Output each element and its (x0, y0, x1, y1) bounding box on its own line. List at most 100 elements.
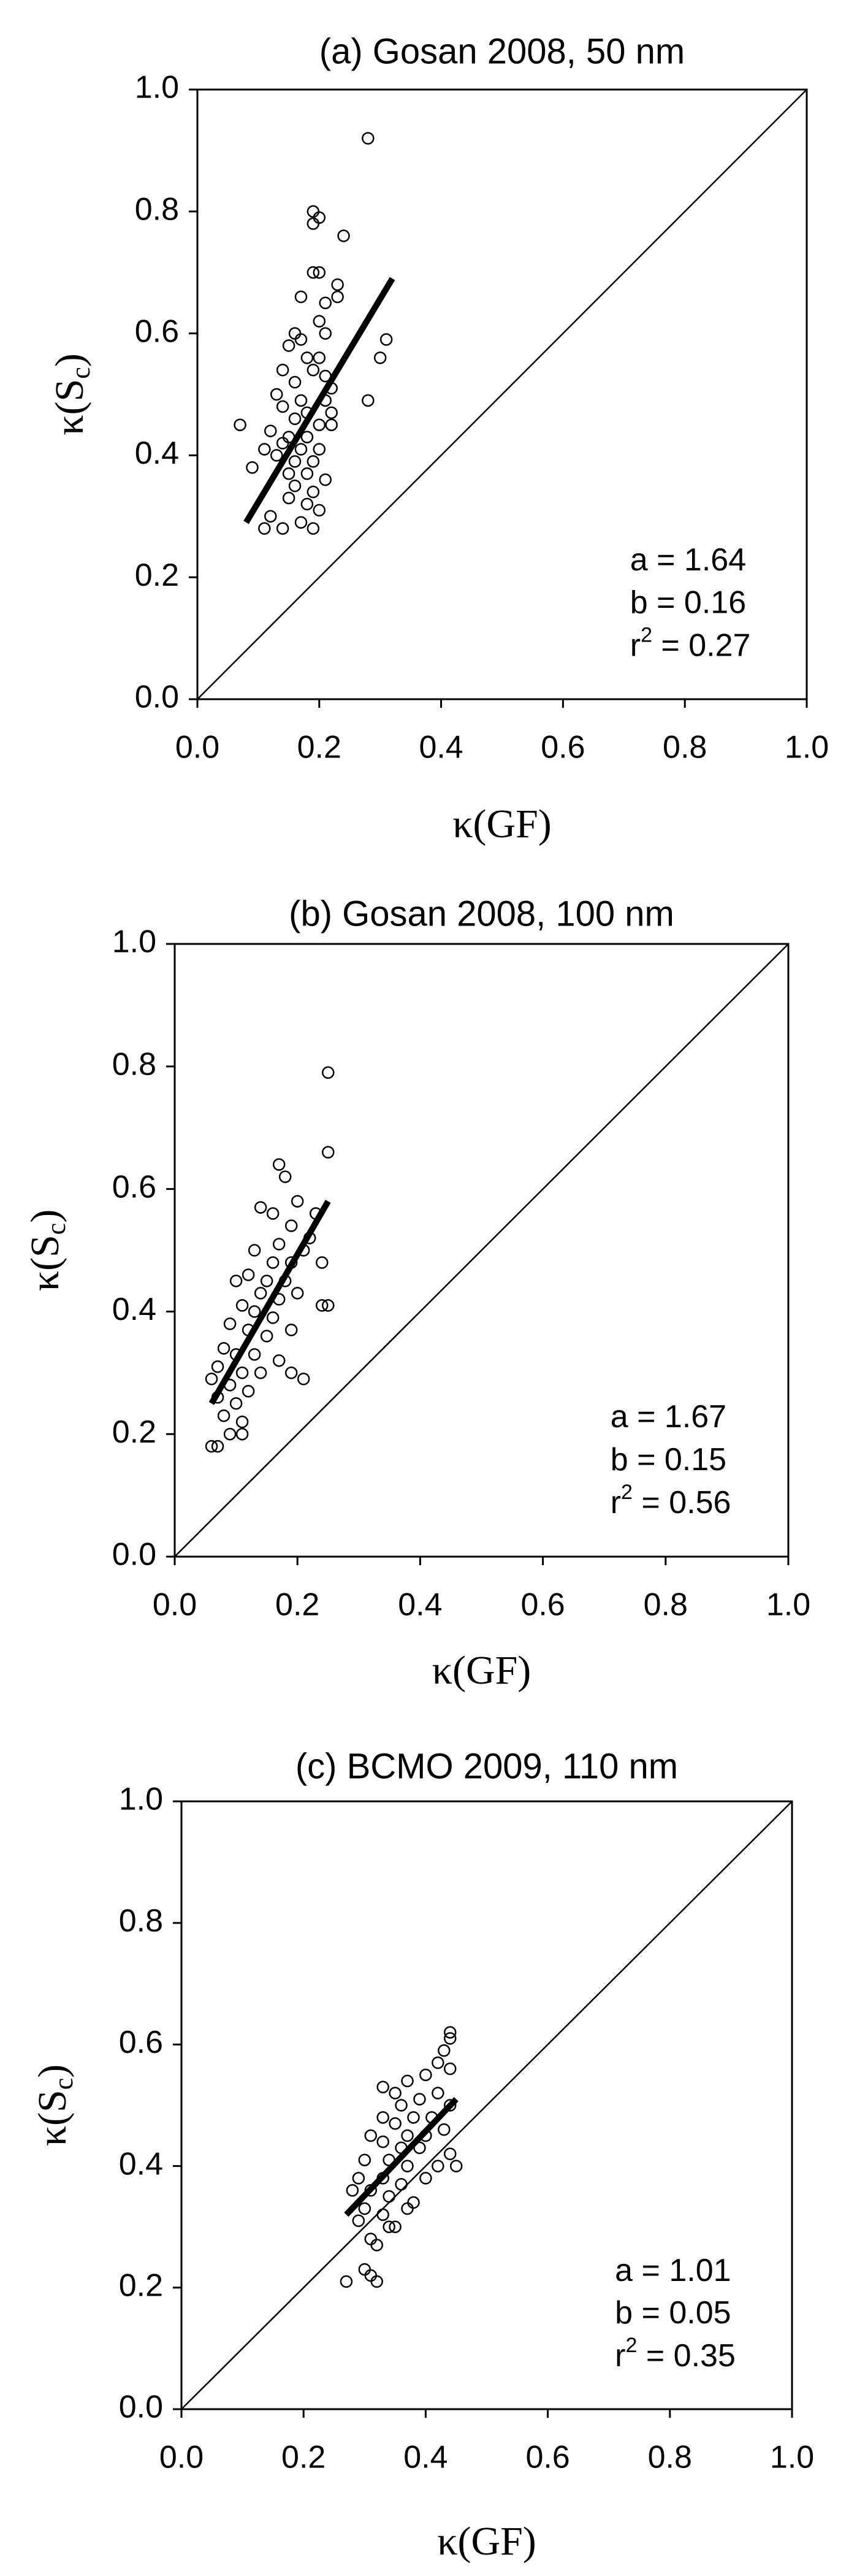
y-axis-label-main: κ(S (47, 379, 92, 435)
y-tick-label: 1.0 (119, 1782, 163, 1817)
scatter-point (407, 2111, 420, 2124)
scatter-point (300, 431, 314, 443)
y-axis-label-sub: c (48, 2078, 78, 2090)
scatter-point (242, 1268, 255, 1281)
x-axis-label: κ(GF) (452, 802, 552, 846)
scatter-point (307, 363, 320, 377)
y-tick-label: 0.8 (135, 192, 179, 228)
scatter-point (248, 1305, 261, 1318)
regression-line (208, 1200, 331, 1405)
scatter-point (413, 2093, 426, 2106)
scatter-point (325, 406, 338, 420)
scatter-point (294, 443, 308, 456)
y-tick-label: 0.0 (135, 680, 179, 715)
y-tick-label: 0.6 (112, 1169, 156, 1205)
scatter-point (300, 467, 314, 480)
scatter-point (229, 1397, 243, 1410)
scatter-point (288, 375, 302, 389)
scatter-point (288, 327, 302, 340)
x-tick-label: 0.2 (297, 730, 341, 765)
y-axis-label-sub: c (66, 367, 96, 379)
scatter-point (284, 1219, 298, 1232)
annotation-r2-base: r (611, 1485, 621, 1520)
scatter-point (340, 2275, 353, 2288)
scatter-point (282, 339, 295, 352)
scatter-point (258, 522, 271, 535)
scatter-point (322, 1146, 335, 1159)
regression-line (243, 277, 395, 524)
scatter-point (358, 2153, 371, 2166)
scatter-point (266, 1256, 280, 1269)
scatter-point (313, 266, 326, 279)
scatter-point (389, 2087, 402, 2099)
scatter-point (276, 363, 289, 377)
scatter-point (362, 394, 375, 407)
scatter-point (217, 1409, 230, 1422)
scatter-point (313, 504, 326, 517)
one-to-one-line (197, 89, 807, 700)
annotation-r2-sup: 2 (641, 623, 652, 646)
scatter-point (307, 485, 320, 499)
scatter-point (315, 1256, 329, 1269)
scatter-point (211, 1360, 224, 1373)
x-tick-label: 0.0 (153, 1587, 197, 1623)
one-to-one-line (181, 1801, 793, 2410)
y-axis-label-sub: c (41, 1223, 71, 1235)
annotation-r2-rest: = 0.56 (633, 1485, 731, 1520)
scatter-point (331, 278, 344, 291)
scatter-point (307, 205, 320, 218)
y-tick-label: 1.0 (135, 70, 179, 105)
scatter-point (254, 1201, 267, 1214)
scatter-point (291, 1287, 304, 1300)
scatter-point (288, 479, 302, 493)
x-tick-label: 0.6 (525, 2440, 569, 2475)
y-tick-label: 0.4 (135, 435, 179, 471)
x-tick-label: 0.2 (281, 2440, 326, 2475)
scatter-point (313, 418, 326, 431)
x-tick-label: 0.2 (275, 1587, 319, 1623)
x-tick-label: 1.0 (785, 730, 829, 765)
x-tick-label: 0.8 (648, 2440, 692, 2475)
scatter-point (294, 516, 308, 529)
scatter-point (288, 455, 302, 468)
scatter-point (438, 2044, 451, 2057)
scatter-point (205, 1373, 218, 1386)
y-tick-label: 0.2 (119, 2268, 163, 2304)
scatter-point (272, 1238, 286, 1251)
scatter-point (313, 351, 326, 364)
y-tick-label: 0.8 (119, 1903, 163, 1939)
annotation-r2-base: r (615, 2337, 625, 2373)
y-tick-label: 1.0 (112, 924, 156, 960)
scatter-point (307, 522, 320, 535)
scatter-point (260, 1275, 273, 1287)
x-tick-label: 0.6 (541, 730, 585, 765)
scatter-point (443, 2062, 457, 2076)
scatter-point (248, 1348, 261, 1361)
y-axis-label: κ(Sc) (47, 353, 96, 435)
scatter-point (432, 2160, 444, 2172)
scatter-point (307, 455, 320, 468)
scatter-point (217, 1342, 230, 1355)
scatter-point (229, 1275, 243, 1287)
scatter-point (352, 2214, 365, 2228)
x-tick-label: 0.8 (663, 730, 707, 765)
scatter-point (438, 2123, 451, 2136)
scatter-point (419, 2172, 432, 2185)
x-tick-label: 0.0 (175, 730, 219, 765)
scatter-point (205, 1439, 218, 1453)
scatter-point (319, 296, 332, 310)
x-tick-label: 0.4 (403, 2440, 448, 2475)
scatter-point (284, 1324, 298, 1336)
y-tick-label: 0.4 (119, 2146, 163, 2182)
scatter-point (443, 2026, 457, 2039)
scatter-point (322, 1299, 335, 1312)
y-tick-label: 0.2 (112, 1414, 156, 1450)
scatter-point (383, 2190, 395, 2203)
scatter-point (407, 2196, 420, 2209)
chart-title: (a) Gosan 2008, 50 nm (319, 31, 685, 71)
scatter-point (258, 443, 271, 456)
y-axis-label-main: κ(S (23, 1235, 67, 1291)
annotation-b: b = 0.05 (615, 2295, 731, 2331)
annotation-r2: r2 = 0.27 (630, 623, 751, 663)
